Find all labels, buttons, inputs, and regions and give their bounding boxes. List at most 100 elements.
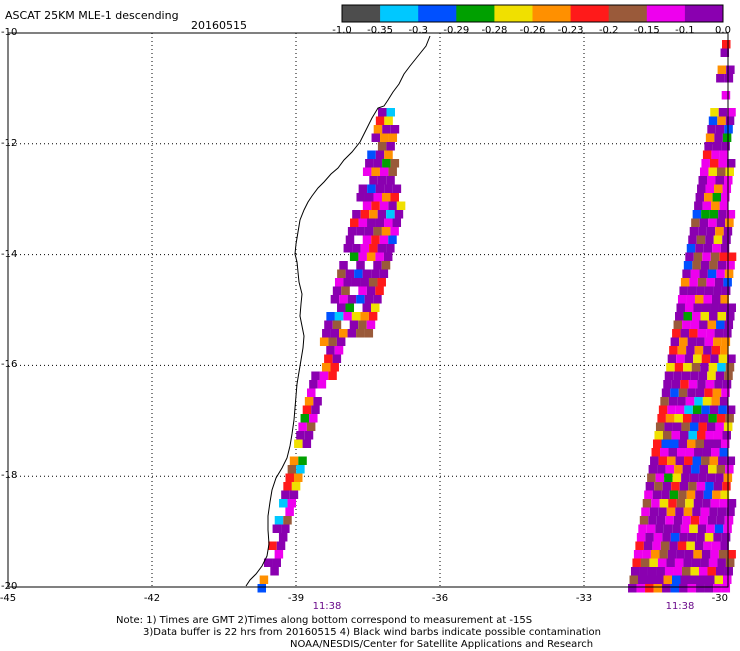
swath-cell xyxy=(663,575,673,584)
swath-cell xyxy=(379,269,389,278)
swath-cell xyxy=(682,465,692,474)
swath-cell xyxy=(723,575,732,584)
swath-cell xyxy=(632,558,641,567)
swath-cell xyxy=(704,193,713,202)
swath-cell xyxy=(722,482,731,491)
swath-cell xyxy=(726,507,735,516)
swath-cell xyxy=(702,448,712,457)
swath-cell xyxy=(689,473,699,482)
swath-cell xyxy=(665,465,675,474)
swath-cell xyxy=(719,397,729,406)
swath-cell xyxy=(713,584,722,593)
swath-cell xyxy=(679,482,689,491)
swath-cell xyxy=(396,201,406,210)
swath-cell xyxy=(703,295,712,304)
swath-cell xyxy=(641,507,650,516)
swath-cell xyxy=(694,201,703,210)
swath-cell xyxy=(714,380,723,389)
swath-cell xyxy=(652,490,662,499)
swath-cell xyxy=(716,74,725,83)
swath-cell xyxy=(683,312,693,321)
swath-cell xyxy=(670,337,680,346)
swath-cell xyxy=(702,499,711,508)
swath-cell xyxy=(659,550,668,559)
swath-cell xyxy=(717,261,727,270)
swath-cell xyxy=(390,193,399,202)
lat-tick-label: -20 xyxy=(1,581,18,592)
swath-cell xyxy=(679,584,688,593)
swath-cell xyxy=(667,550,677,559)
swath-cell xyxy=(302,439,312,448)
swath-cell xyxy=(695,490,704,499)
swath-cell xyxy=(673,516,683,525)
swath-cell xyxy=(298,422,307,431)
swath-cell xyxy=(662,482,672,491)
swath-cell xyxy=(643,541,653,550)
swath-cell xyxy=(272,524,282,533)
swath-cell xyxy=(684,550,694,559)
swath-cell xyxy=(664,473,673,482)
swath-cell xyxy=(657,558,667,567)
swath-cell xyxy=(664,422,673,431)
swath-cell xyxy=(725,218,734,227)
swath-cell xyxy=(700,363,709,372)
swath-cell xyxy=(716,167,726,176)
swath-cell xyxy=(281,524,290,533)
swath-cell xyxy=(702,201,712,210)
swath-cell xyxy=(673,567,682,576)
lon-tick-label: -33 xyxy=(575,593,593,604)
swath-cell xyxy=(684,354,694,363)
swath-cell xyxy=(701,456,710,465)
swath-cell xyxy=(698,567,708,576)
swath-cell xyxy=(680,524,690,533)
swath-cell xyxy=(670,533,680,542)
swath-cell xyxy=(707,516,717,525)
swath-cell xyxy=(691,414,700,423)
swath-cell xyxy=(380,133,389,142)
swath-cell xyxy=(694,397,703,406)
swath-cell xyxy=(698,176,708,185)
swath-cell xyxy=(708,558,718,567)
swath-cell xyxy=(339,295,348,304)
swath-cell xyxy=(330,329,340,338)
swath-cell xyxy=(300,414,310,423)
swath-cell xyxy=(655,422,665,431)
swath-cell xyxy=(356,227,365,236)
swath-cell xyxy=(386,244,395,253)
swath-cell xyxy=(716,516,725,525)
swath-cell xyxy=(716,320,725,329)
swath-cell xyxy=(714,278,724,287)
swath-cell xyxy=(699,320,708,329)
swath-cell xyxy=(722,40,731,49)
swath-cell xyxy=(322,329,331,338)
colorbar-segment xyxy=(570,5,610,22)
swath-cell xyxy=(692,456,702,465)
swath-cell xyxy=(689,524,698,533)
swath-cell xyxy=(713,533,722,542)
swath-cell xyxy=(285,473,294,482)
swath-cell xyxy=(701,303,711,312)
swath-cell xyxy=(719,448,729,457)
swath-cell xyxy=(351,312,361,321)
swath-cell xyxy=(685,499,694,508)
swath-cell xyxy=(679,431,689,440)
swath-cell xyxy=(714,329,724,338)
swath-cell xyxy=(687,286,697,295)
swath-cell xyxy=(690,516,700,525)
swath-cell xyxy=(682,516,691,525)
swath-cell xyxy=(686,295,695,304)
swath-cell xyxy=(701,210,710,219)
swath-cell xyxy=(690,320,700,329)
swath-cell xyxy=(373,261,382,270)
swath-cell xyxy=(715,422,724,431)
swath-cell xyxy=(699,465,709,474)
swath-cell xyxy=(642,550,651,559)
swath-cell xyxy=(356,329,365,338)
swath-cell xyxy=(653,533,663,542)
swath-cell xyxy=(287,465,297,474)
swath-cell xyxy=(709,159,719,168)
swath-cell xyxy=(263,558,273,567)
swath-cell xyxy=(692,312,701,321)
swath-cell xyxy=(716,218,726,227)
swath-cell xyxy=(345,303,355,312)
